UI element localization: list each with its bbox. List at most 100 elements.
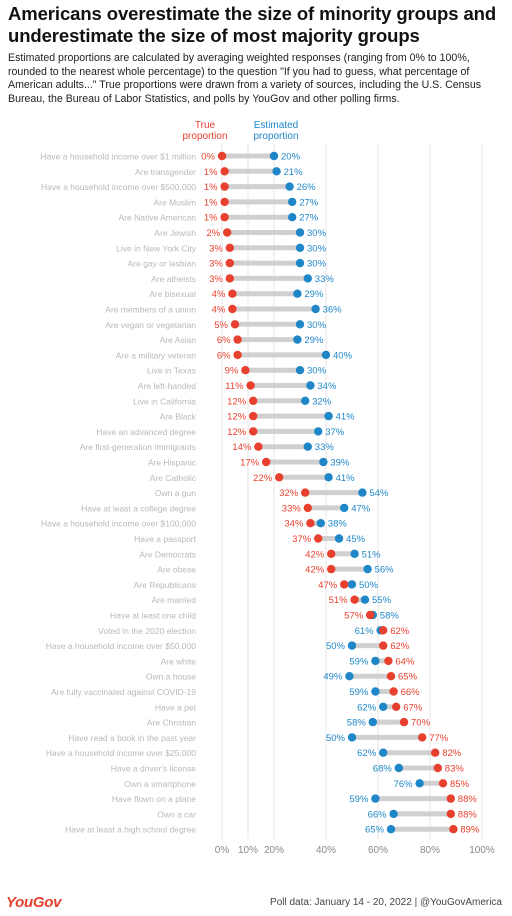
estimated-value-label: 62% [357,702,377,713]
true-dot [350,595,359,604]
true-value-label: 70% [411,718,431,729]
true-dot [446,809,455,819]
true-dot [366,610,375,620]
x-tick-label: 60% [368,845,388,856]
estimated-value-label: 55% [372,595,392,606]
true-value-label: 2% [206,228,220,239]
legend-estimated-label: proportion [253,131,298,142]
true-dot [418,733,427,742]
estimated-value-label: 65% [365,825,385,836]
true-dot [225,243,234,252]
estimated-value-label: 58% [347,718,367,729]
estimated-value-label: 56% [375,565,395,576]
true-dot [241,366,250,375]
row-label: Are Asian [160,335,197,345]
estimated-dot [334,534,344,543]
row-label: Have at least a high school degree [65,825,196,835]
true-value-label: 4% [212,305,226,316]
estimated-dot [371,687,380,696]
estimated-value-label: 40% [333,350,353,361]
estimated-value-label: 59% [349,794,369,805]
estimated-value-label: 38% [328,519,348,530]
row-label: Are white [161,656,197,666]
row-label: Own a car [157,809,196,819]
true-dot [306,519,315,528]
estimated-value-label: 41% [336,473,356,484]
estimated-value-label: 36% [323,305,343,316]
row-label: Have at least a college degree [81,503,196,513]
row-label: Have a household income over $25,000 [46,748,197,758]
estimated-value-label: 29% [304,335,324,346]
legend-true-label: True [195,120,216,131]
x-tick-label: 20% [264,845,284,856]
estimated-value-label: 27% [299,213,319,224]
true-dot [225,274,234,283]
row-label: Have read a book in the past year [68,733,196,743]
estimated-dot [324,473,333,482]
estimated-dot [324,411,333,421]
estimated-value-label: 50% [326,641,346,652]
row-label: Are first-generation immigrants [80,442,196,452]
true-value-label: 83% [445,764,465,775]
estimated-value-label: 61% [355,626,375,637]
row-label: Have an advanced degree [96,427,196,437]
row-label: Have at least one child [110,611,196,621]
true-value-label: 17% [240,458,260,469]
estimated-value-label: 76% [394,779,414,790]
estimated-value-label: 33% [315,442,335,453]
estimated-value-label: 21% [284,167,304,178]
row-label: Are gay or lesbian [127,259,196,269]
estimated-value-label: 30% [307,320,327,331]
estimated-value-label: 20% [281,152,301,163]
estimated-dot [293,335,302,344]
true-dot [228,289,237,298]
true-dot [249,427,258,436]
row-label: Are married [152,595,197,605]
x-tick-label: 40% [316,845,336,856]
estimated-dot [347,580,357,589]
true-dot [431,748,440,757]
estimated-dot [288,197,297,207]
estimated-dot [379,748,388,757]
estimated-dot [314,427,323,436]
row-label: Live in New York City [116,243,197,253]
estimated-value-label: 49% [323,672,343,683]
true-value-label: 4% [212,289,226,300]
true-value-label: 67% [403,702,423,713]
true-value-label: 32% [279,488,299,499]
estimated-value-label: 30% [307,228,327,239]
estimated-value-label: 51% [362,549,382,560]
true-dot [254,442,263,451]
estimated-dot [316,519,325,528]
row-label: Are transgender [135,167,196,177]
true-value-label: 5% [214,320,228,331]
true-value-label: 37% [292,534,312,545]
estimated-dot [288,213,297,222]
estimated-value-label: 30% [307,243,327,254]
true-dot [386,672,396,681]
estimated-dot [379,702,388,711]
true-value-label: 1% [204,167,218,178]
row-label: Are Republicans [134,580,196,590]
true-dot [379,641,388,650]
true-dot [220,213,229,222]
row-label: Have a household income over $500,000 [41,182,196,192]
true-dot [233,335,242,344]
estimated-dot [303,274,312,283]
estimated-dot [345,672,354,681]
true-value-label: 1% [204,197,218,208]
true-dot [392,702,401,711]
yougov-logo: YouGov [6,894,62,911]
row-label: Have a passport [134,534,197,544]
row-label: Are Democrats [139,549,196,559]
row-label: Have a pet [155,702,197,712]
true-dot [433,763,442,773]
estimated-dot [347,641,357,650]
estimated-dot [295,243,305,252]
estimated-value-label: 59% [349,687,369,698]
row-label: Are obese [157,565,196,575]
estimated-value-label: 30% [307,259,327,270]
true-dot [249,396,258,405]
row-label: Are a military veteran [116,350,197,360]
estimated-dot [301,396,310,405]
